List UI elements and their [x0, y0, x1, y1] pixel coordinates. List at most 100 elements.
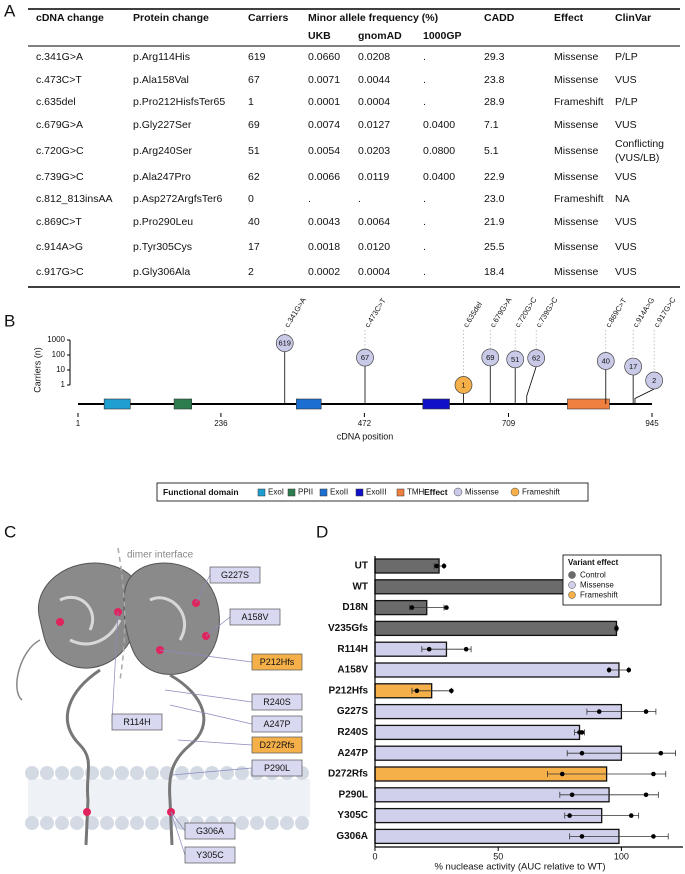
- variant-box-label: P212Hfs: [260, 657, 295, 667]
- lipid-head: [235, 816, 249, 830]
- table-cell: 28.9: [484, 96, 505, 108]
- legend-label: Control: [580, 571, 606, 580]
- legend-swatch: [355, 488, 364, 497]
- lipid-head: [115, 766, 129, 780]
- replicate-point: [626, 667, 632, 673]
- replicate-point: [628, 813, 634, 818]
- replicate-point: [614, 626, 619, 631]
- table-cell: 0.0001: [308, 96, 340, 108]
- column-subheader: UKB: [308, 30, 331, 42]
- legend-box: [562, 554, 662, 606]
- table-cell: 67: [248, 74, 260, 86]
- table-cell: 51: [248, 145, 260, 157]
- variant-box-label: G306A: [196, 826, 224, 836]
- domain: [567, 398, 610, 410]
- panel-label: A: [4, 1, 16, 20]
- variant-box: [251, 736, 303, 754]
- legend-label: Frameshift: [580, 591, 619, 600]
- table-cell: 0.0074: [308, 119, 340, 131]
- replicate-point: [559, 771, 565, 777]
- lollipop-head: [506, 350, 525, 369]
- table-cell: c.635del: [36, 96, 76, 108]
- replicate-point: [606, 667, 612, 673]
- table-cell: VUS: [615, 241, 637, 253]
- lipid-head: [25, 816, 39, 830]
- variant-site: [83, 808, 91, 816]
- callout-line: [205, 616, 231, 637]
- table-cell: 17: [248, 241, 260, 253]
- legend-label: Missense: [580, 581, 614, 590]
- table-cell: p.Gly227Ser: [133, 119, 192, 131]
- lipid-head: [25, 766, 39, 780]
- table-cell: 0.0120: [358, 241, 390, 253]
- legend-label: PPII: [298, 488, 313, 497]
- y-tick-label: Y305C: [337, 810, 368, 821]
- replicate-point: [434, 563, 439, 569]
- y-tick-label: D18N: [342, 602, 368, 613]
- lipid-head: [115, 816, 129, 830]
- table-cell: c.679G>A: [36, 119, 83, 131]
- legend-title: Functional domain: [163, 487, 239, 497]
- lipid-head: [100, 766, 114, 780]
- replicate-point: [643, 792, 649, 798]
- variant-box: [251, 653, 303, 671]
- variant-box: [209, 566, 261, 584]
- replicate-point: [441, 563, 447, 569]
- table-cell: p.Tyr305Cys: [133, 241, 192, 253]
- panel-label: B: [4, 311, 15, 330]
- x-tick-label: 945: [645, 419, 659, 428]
- value-label: 62: [532, 354, 540, 363]
- column-header: Minor allele frequency (%): [308, 12, 438, 24]
- error-bar: [409, 604, 445, 611]
- x-tick-label: 709: [502, 419, 516, 428]
- callout-line: [177, 739, 253, 746]
- callout-line: [159, 649, 253, 663]
- value-label: 1: [461, 380, 465, 389]
- lipid-head: [145, 766, 159, 780]
- lipid-head: [55, 816, 69, 830]
- legend-swatch: [287, 488, 296, 497]
- table-cell: 0.0119: [358, 171, 389, 183]
- table-cell: P/LP: [615, 51, 638, 63]
- y-tick-label: P212Hfs: [329, 685, 369, 696]
- x-axis-label: cDNA position: [337, 431, 394, 441]
- replicate-point: [651, 834, 656, 839]
- replicate-point: [567, 813, 572, 818]
- lollipop-head: [596, 352, 615, 370]
- variant-box: [251, 693, 303, 711]
- replicate-point: [596, 709, 602, 714]
- table-cell: 40: [248, 216, 260, 228]
- lipid-head: [295, 816, 309, 830]
- table-cell: 23.8: [484, 74, 505, 86]
- table-cell: VUS: [615, 74, 637, 86]
- table-cell: (VUS/LB): [615, 152, 659, 164]
- column-subheader: gnomAD: [358, 30, 402, 42]
- replicate-point: [426, 646, 432, 652]
- variant-box-label: A158V: [241, 612, 268, 622]
- y-tick-label: V235Gfs: [328, 623, 368, 634]
- table-cell: .: [423, 216, 426, 228]
- x-tick-label: 50: [493, 851, 503, 861]
- error-bar: [559, 791, 659, 798]
- variant-box: [229, 608, 281, 626]
- variant-box: [184, 846, 236, 864]
- table-cell: .: [423, 51, 426, 63]
- replicate-point: [569, 792, 575, 798]
- x-tick-label: 100: [614, 851, 629, 861]
- table-cell: .: [308, 193, 311, 205]
- legend-swatch: [568, 591, 576, 599]
- table-cell: p.Gly306Ala: [133, 266, 190, 278]
- variant-label: c.917G>C: [652, 295, 678, 329]
- y-tick-label: D272Rfs: [328, 769, 368, 780]
- table-cell: .: [423, 241, 426, 253]
- table-cell: VUS: [615, 266, 637, 278]
- lipid-head: [40, 816, 54, 830]
- legend-swatch: [568, 581, 576, 589]
- replicate-point: [409, 605, 415, 610]
- protein-helix: [59, 595, 187, 646]
- legend-label: Frameshift: [522, 488, 561, 497]
- table-cell: Missense: [554, 216, 599, 228]
- table-cell: 0.0203: [358, 145, 390, 157]
- lipid-head: [130, 816, 144, 830]
- lollipop-head: [481, 348, 500, 367]
